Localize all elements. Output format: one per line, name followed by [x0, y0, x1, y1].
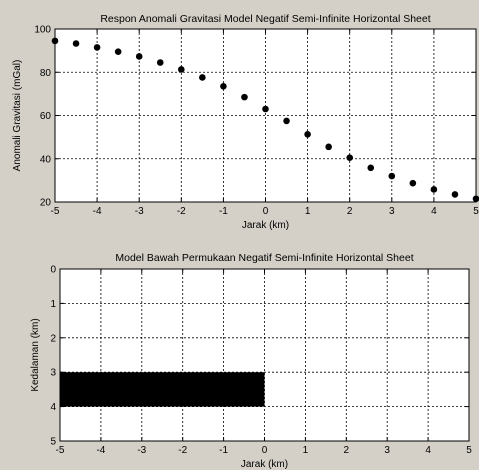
model-xtick-label-6: 1 — [303, 445, 309, 456]
gravity-xtick-label-4: -1 — [219, 206, 228, 217]
gravity-data-point-8 — [220, 83, 227, 90]
gravity-xtick-label-1: -4 — [93, 206, 102, 217]
model-y-axis-label: Kedalaman (km) — [30, 318, 41, 391]
gravity-chart-title: Respon Anomali Gravitasi Model Negatif S… — [100, 13, 430, 25]
model-chart-title: Model Bawah Permukaan Negatif Semi-Infin… — [115, 252, 413, 264]
gravity-data-point-20 — [472, 195, 479, 203]
gravity-data-point-6 — [178, 66, 185, 73]
gravity-data-point-17 — [409, 179, 417, 187]
model-tick-marks — [59, 268, 470, 442]
gravity-data-point-9 — [241, 93, 248, 101]
gravity-data-point-19 — [451, 191, 459, 198]
model-xtick-label-9: 4 — [425, 445, 431, 456]
gravity-xtick-label-0: -5 — [51, 206, 60, 217]
gravity-xtick-label-8: 3 — [389, 206, 395, 217]
gravity-tick-marks — [54, 28, 477, 203]
gravity-chart: -5 -4 -3 -2 -1 0 1 2 3 4 5 20 40 60 80 100 Respon Anoma… — [12, 13, 479, 231]
model-ytick-label-0: 0 — [50, 265, 56, 276]
gravity-data-point-18 — [430, 186, 438, 193]
gravity-y-axis-label: Anomali Gravitasi (mGal) — [12, 60, 23, 172]
gravity-xtick-label-10: 5 — [473, 206, 479, 217]
gravity-data-point-1 — [72, 40, 80, 47]
gravity-data-point-5 — [156, 59, 164, 66]
gravity-data-point-7 — [199, 74, 206, 81]
gravity-ytick-label-0: 20 — [40, 198, 52, 209]
model-ytick-label-3: 3 — [50, 368, 56, 379]
model-xtick-label-2: -3 — [137, 445, 146, 456]
model-ytick-label-2: 2 — [50, 333, 56, 344]
gravity-xtick-label-7: 2 — [347, 206, 353, 217]
gravity-xtick-label-2: -3 — [135, 206, 144, 217]
model-xtick-label-3: -2 — [178, 445, 187, 456]
gravity-data-point-13 — [325, 143, 332, 151]
gravity-data-point-3 — [114, 48, 122, 56]
gravity-xtick-label-6: 1 — [305, 206, 311, 217]
model-xtick-label-8: 3 — [384, 445, 390, 456]
model-xtick-label-10: 5 — [466, 445, 472, 456]
model-ytick-label-4: 4 — [50, 402, 56, 413]
model-xtick-label-7: 2 — [344, 445, 350, 456]
model-ytick-label-1: 1 — [50, 299, 56, 310]
gravity-data-point-11 — [283, 117, 290, 125]
gravity-data-point-14 — [346, 154, 354, 161]
gravity-tick-labels: -5 -4 -3 -2 -1 0 1 2 3 4 5 20 40 60 80 100 — [34, 25, 479, 218]
gravity-ytick-label-1: 40 — [40, 154, 52, 165]
model-xtick-label-1: -4 — [96, 445, 105, 456]
model-ytick-label-5: 5 — [50, 437, 56, 448]
gravity-data-point-0 — [51, 37, 59, 45]
model-xtick-label-0: -5 — [56, 445, 65, 456]
model-tick-labels: -5 -4 -3 -2 -1 0 1 2 3 4 5 0 1 2 3 4 5 — [50, 265, 472, 457]
subsurface-model-chart: -5 -4 -3 -2 -1 0 1 2 3 4 5 0 1 2 3 4 5 Model Bawah Permu… — [30, 252, 472, 470]
gravity-data-point-12 — [304, 131, 311, 138]
horizontal-sheet-body — [60, 372, 265, 407]
gravity-xtick-label-3: -2 — [177, 206, 186, 217]
model-xtick-label-5: 0 — [262, 445, 268, 456]
gravity-data-point-15 — [367, 164, 375, 172]
model-x-axis-label: Jarak (km) — [241, 459, 288, 470]
gravity-ytick-label-4: 100 — [34, 25, 51, 36]
gravity-data-point-2 — [93, 44, 101, 51]
gravity-ytick-label-2: 60 — [40, 111, 52, 122]
gravity-x-axis-label: Jarak (km) — [242, 220, 289, 231]
gravity-ytick-label-3: 80 — [40, 68, 52, 79]
gravity-data-point-10 — [262, 105, 269, 113]
gravity-data-points — [51, 37, 479, 203]
model-xtick-label-4: -1 — [219, 445, 228, 456]
gravity-data-point-4 — [135, 53, 143, 60]
gravity-data-point-16 — [388, 172, 396, 180]
gravity-xtick-label-5: 0 — [263, 206, 269, 217]
gravity-xtick-label-9: 4 — [431, 206, 437, 217]
